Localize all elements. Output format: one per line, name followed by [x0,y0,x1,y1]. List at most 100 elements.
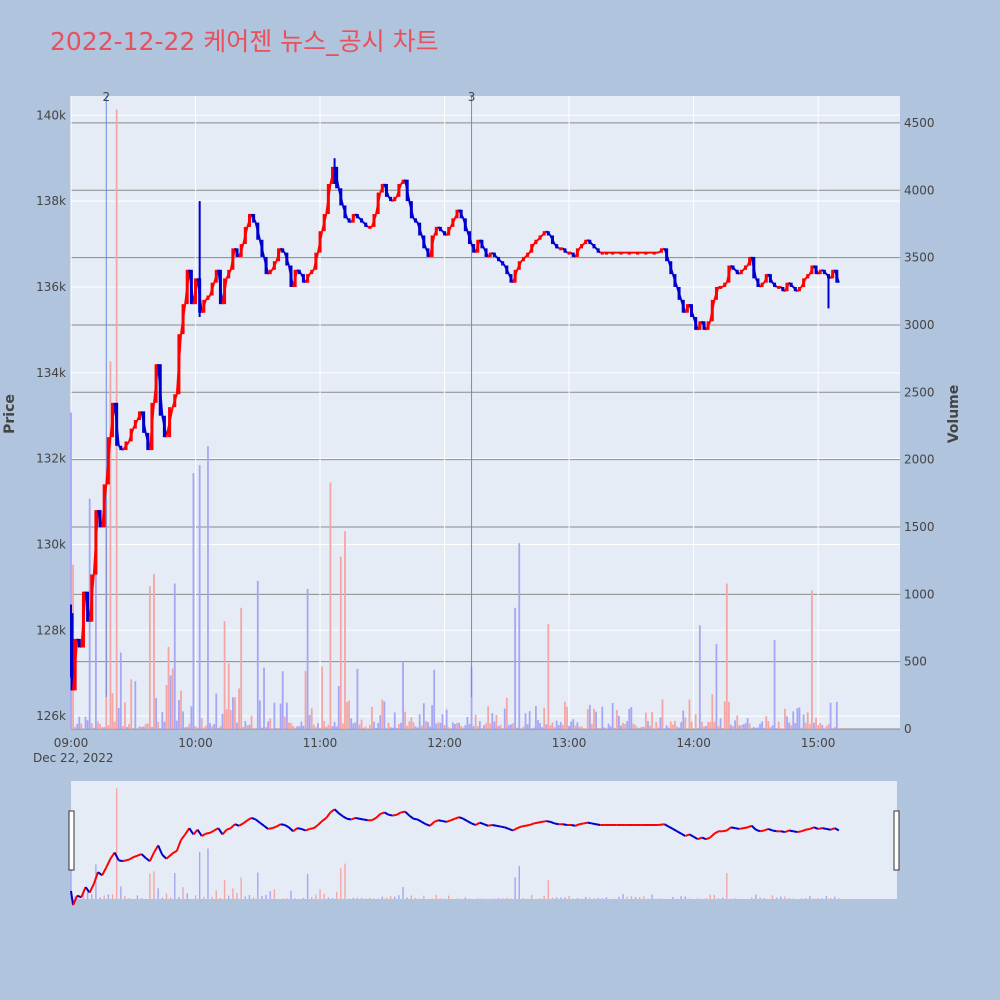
volume-bar [80,723,83,729]
volume-bar [676,726,678,729]
price-segment [312,252,319,271]
price-segment [574,247,581,258]
volume-bar [811,590,813,729]
slider-volume-bar [726,873,728,899]
price-segment [553,243,560,250]
slider-volume-bar [638,897,641,899]
slider-price-segment [140,853,147,859]
price-segment [808,265,815,275]
range-slider[interactable] [71,781,897,899]
volume-bar [516,727,519,729]
slider-price-segment [80,886,87,898]
price-segment [325,183,332,215]
volume-bar [456,722,458,729]
volume-bar [510,724,512,729]
time-tick-label: 12:00 [427,736,462,750]
volume-bar [294,727,297,729]
volume-bar [736,715,739,729]
slider-price-segment [221,829,228,836]
slider-volume-bar [74,896,76,899]
volume-bar [696,728,699,729]
price-segment [466,230,473,245]
slider-price-segment [772,829,777,833]
price-segment [354,213,361,220]
range-slider-left-handle[interactable] [68,810,75,871]
price-segment [304,273,311,284]
volume-bar [202,727,205,729]
volume-bar [454,723,456,729]
slider-price-segment [591,822,597,826]
price-segment [258,239,265,258]
volume-bar [547,623,550,729]
volume-bar [603,727,606,729]
price-segment [684,303,691,314]
slider-volume-bar [286,898,288,899]
volume-bar [709,721,712,729]
volume-bar [273,702,276,729]
price-segment [813,265,820,275]
volume-bar [408,721,411,729]
volume-bar [167,646,170,729]
volume-bar [734,720,737,729]
volume-bar [130,679,133,729]
time-tick-label: 15:00 [801,736,836,750]
slider-volume-bar [290,890,292,899]
volume-bar [400,722,402,729]
volume-bar [339,556,342,729]
volume-bar [730,724,732,729]
price-segment [516,260,523,271]
volume-bar [763,727,766,729]
volume-bar [649,725,651,729]
volume-bar [761,721,764,729]
slider-price-segment [701,836,707,841]
volume-bar [532,727,535,729]
volume-bar [682,710,685,729]
volume-bar [142,726,145,729]
volume-bar [727,701,730,729]
volume-bar [391,727,394,729]
range-slider-right-handle[interactable] [893,810,900,871]
volume-bar [398,723,400,729]
volume-bar [615,709,618,729]
volume-bar [611,703,614,729]
slider-price-segment [822,827,827,830]
volume-tick-label: 3500 [904,251,935,265]
price-segment [449,217,456,228]
slider-price-segment [408,814,415,820]
slider-volume-bar [327,897,330,899]
volume-bar [335,726,338,729]
price-segment [188,269,195,305]
price-segment [549,235,556,245]
event-marker-label: 2 [102,90,110,104]
volume-bar [86,720,89,729]
volume-bar [435,723,438,729]
slider-price-segment [246,817,253,822]
slider-price-segment [516,825,522,830]
slider-volume-bar [153,871,155,899]
slider-price-segment [101,866,108,876]
slider-price-segment [213,827,219,832]
volume-bar [698,625,701,729]
slider-price-segment [196,829,203,837]
volume-bar [520,728,523,729]
slider-price-segment [722,829,728,833]
volume-bar [431,705,434,729]
volume-bar [815,717,817,729]
volume-bar [157,721,160,729]
slider-volume-bar [335,891,338,899]
price-segment [165,406,174,438]
slider-volume-bar [721,897,724,899]
volume-bar [144,723,147,729]
volume-bar [472,726,475,729]
slider-volume-bar [99,897,101,899]
volume-bar [512,723,514,729]
slider-price-segment [471,822,477,826]
slider-volume-bar [232,888,234,899]
slider-price-segment [508,827,514,832]
volume-bar [151,727,153,729]
price-segment [784,282,790,292]
slider-volume-bar [643,896,645,899]
volume-bar [674,720,676,729]
slider-price-segment [429,821,435,827]
slider-volume-bar [394,896,396,899]
